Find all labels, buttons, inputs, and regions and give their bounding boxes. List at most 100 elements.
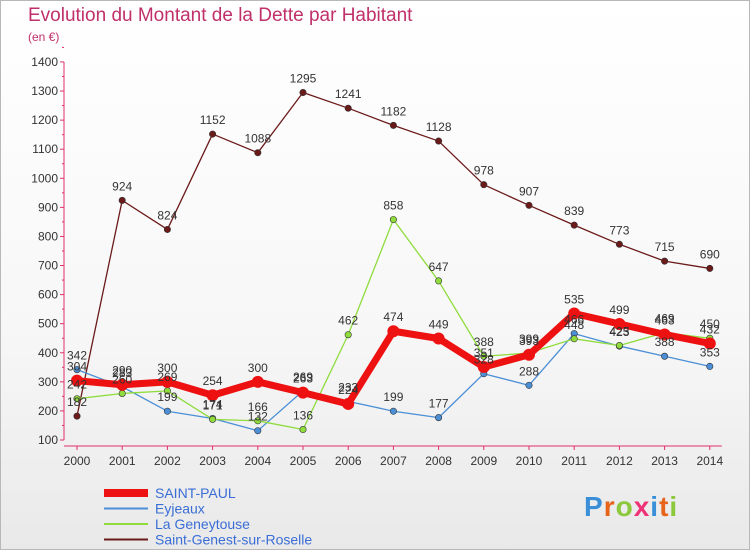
y-tick-label: 300 (38, 375, 58, 389)
data-label: 351 (474, 346, 494, 360)
data-label: 839 (564, 204, 584, 218)
data-point (254, 427, 262, 435)
data-point (344, 104, 352, 112)
data-label: 450 (700, 317, 720, 331)
data-label: 269 (157, 370, 177, 384)
data-point (389, 407, 397, 415)
y-tick-label: 1200 (31, 113, 58, 127)
x-tick-label: 2009 (470, 454, 497, 468)
y-tick-label: 1100 (32, 142, 58, 156)
legend-label: Eyjeaux (155, 501, 205, 517)
data-point (706, 264, 714, 272)
x-tick-label: 2007 (380, 454, 407, 468)
data-label: 353 (700, 345, 720, 359)
data-point (568, 307, 581, 320)
x-tick-label: 2001 (109, 454, 136, 468)
data-label: 463 (655, 313, 675, 327)
chart-subtitle: (en €) (28, 30, 60, 44)
data-label: 260 (112, 372, 132, 386)
data-point (525, 201, 533, 209)
data-label: 242 (67, 378, 87, 392)
x-tick-label: 2005 (290, 454, 317, 468)
data-label: 425 (609, 324, 629, 338)
x-tick-label: 2006 (335, 454, 362, 468)
data-label: 715 (655, 240, 675, 254)
x-tick-label: 2008 (425, 454, 452, 468)
data-point (342, 397, 355, 410)
y-tick-label: 1300 (31, 84, 58, 98)
data-point (163, 407, 171, 415)
data-point (570, 221, 578, 229)
data-point (389, 121, 397, 129)
x-tick-label: 2003 (199, 454, 226, 468)
data-label: 393 (519, 334, 539, 348)
data-point (209, 130, 217, 138)
data-point (435, 414, 443, 422)
y-tick-label: 100 (38, 433, 58, 447)
data-point (389, 216, 397, 224)
data-label: 283 (112, 366, 132, 380)
chart-title: Evolution du Montant de la Dette par Hab… (28, 5, 413, 26)
data-point (525, 381, 533, 389)
legend-label: SAINT-PAUL (155, 485, 236, 501)
data-label: 449 (429, 318, 449, 332)
data-label: 978 (474, 164, 494, 178)
data-label: 1152 (200, 113, 226, 127)
data-label: 432 (700, 322, 720, 336)
y-tick-label: 200 (38, 404, 58, 418)
data-label: 174 (203, 397, 223, 411)
x-tick-label: 2014 (696, 454, 723, 468)
x-tick-label: 2000 (64, 454, 91, 468)
data-label: 290 (112, 364, 132, 378)
data-label: 388 (655, 335, 675, 349)
data-label: 399 (519, 332, 539, 346)
x-tick-label: 2004 (244, 454, 271, 468)
legend-label: Saint-Genest-sur-Roselle (155, 532, 312, 548)
data-point (299, 426, 307, 434)
data-label: 224 (338, 383, 358, 397)
data-label: 448 (564, 318, 584, 332)
data-point (480, 181, 488, 189)
data-label: 177 (429, 397, 449, 411)
data-point (661, 352, 669, 360)
data-label: 136 (293, 409, 313, 423)
data-point (387, 325, 400, 338)
data-label: 1128 (426, 120, 452, 134)
data-label: 388 (474, 335, 494, 349)
data-label: 423 (609, 325, 629, 339)
proxiti-logo: Proxiti (584, 491, 679, 522)
data-point (297, 386, 309, 399)
data-label: 466 (564, 313, 584, 327)
data-label: 1088 (244, 132, 271, 146)
data-point (432, 332, 445, 345)
y-tick-label: 400 (38, 346, 58, 360)
data-point (477, 361, 490, 374)
data-label: 166 (248, 400, 268, 414)
data-label: 254 (203, 374, 223, 388)
data-label: 1241 (335, 87, 362, 101)
data-point (118, 196, 126, 204)
legend-label: La Geneytouse (155, 516, 250, 532)
data-label: 1182 (380, 104, 406, 118)
data-label: 300 (157, 361, 177, 375)
data-label: 1295 (290, 71, 317, 85)
data-point (661, 257, 669, 265)
data-point (615, 240, 623, 248)
data-label: 171 (203, 398, 223, 412)
data-point (73, 366, 81, 374)
data-point (161, 375, 174, 388)
y-tick-label: 1400 (31, 55, 58, 69)
data-label: 474 (383, 310, 403, 324)
data-label: 462 (338, 314, 358, 328)
y-tick-label: 600 (38, 288, 58, 302)
data-point (658, 328, 671, 341)
data-point (73, 395, 81, 403)
data-point (118, 389, 126, 397)
x-tick-label: 2012 (606, 454, 633, 468)
data-label: 342 (67, 349, 87, 363)
x-tick-label: 2010 (516, 454, 543, 468)
y-tick-label: 500 (38, 317, 58, 331)
data-point (209, 415, 217, 423)
